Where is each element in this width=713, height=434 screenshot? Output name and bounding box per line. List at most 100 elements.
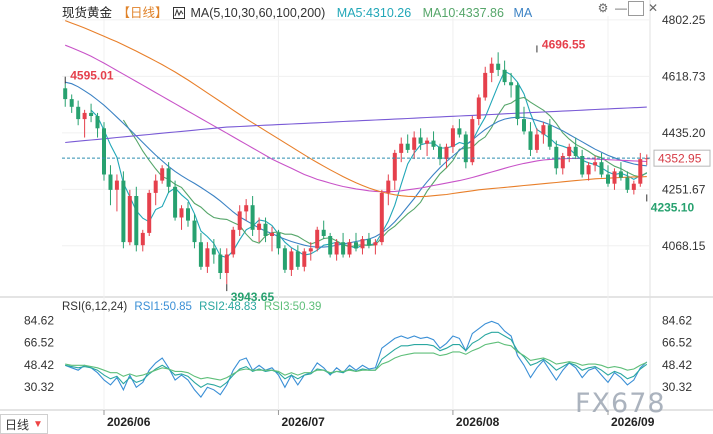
candle-body: [554, 146, 559, 169]
rsi-tick-label-right: 66.52: [662, 336, 692, 350]
candle-body: [140, 232, 145, 246]
rsi-tick-label-right: 48.42: [662, 358, 692, 372]
candle-body: [470, 119, 475, 163]
candle-body: [166, 168, 171, 187]
candle-body: [644, 158, 649, 160]
rsi-tick-label-left: 30.32: [24, 380, 54, 394]
candle-body: [114, 180, 119, 190]
candle-body: [418, 137, 423, 144]
candle-body: [457, 128, 462, 135]
watermark: FX678: [575, 388, 666, 419]
price-annotations: 4696.55 4595.01 3943.65 4235.10: [64, 37, 694, 304]
price-tick-label: 4435.20: [662, 126, 706, 140]
chart-legend: 现货黄金 【日线】 MA(5,10,30,60,100,200) MA5:431…: [62, 2, 534, 21]
candle-body: [625, 177, 630, 190]
candle-body: [334, 242, 339, 255]
candle-body: [392, 152, 397, 181]
candle-body: [270, 232, 274, 236]
candle-body: [489, 63, 494, 73]
candle-body: [186, 208, 190, 221]
candle-body: [160, 168, 165, 181]
series-rsi3-line: [65, 341, 648, 381]
candle-body: [515, 85, 520, 119]
candle-body: [315, 229, 320, 249]
candle-body: [231, 229, 236, 255]
candle-body: [528, 131, 533, 150]
rsi-tick-label-left: 48.42: [24, 358, 54, 372]
candle-body: [308, 248, 313, 252]
price-tick-label: 4802.25: [662, 13, 706, 27]
price-tick-label: 4251.67: [662, 182, 706, 196]
candle-body: [509, 82, 514, 86]
square-icon[interactable]: [628, 1, 644, 16]
rsi-tick-label-right: 30.32: [662, 380, 692, 394]
candle-body: [328, 236, 333, 255]
candle-body: [276, 232, 281, 249]
candle-body: [347, 242, 352, 255]
candle-body: [295, 251, 300, 267]
candle-body: [547, 125, 552, 147]
candle-body: [257, 223, 262, 230]
candle-body: [502, 69, 507, 83]
candle-body: [593, 162, 598, 166]
candle-body: [399, 143, 404, 153]
candle-body: [412, 137, 417, 150]
gear-icon[interactable]: ⚙: [597, 1, 609, 15]
candle-body: [405, 143, 410, 150]
candle-body: [373, 242, 378, 246]
close-icon[interactable]: ✕: [647, 1, 659, 15]
period-label[interactable]: 【日线】: [117, 6, 168, 20]
candle-body: [431, 140, 436, 147]
candle-body: [522, 119, 526, 132]
candle-body: [354, 242, 358, 249]
series-ma100-line: [65, 20, 647, 198]
candle-body: [302, 251, 307, 267]
minus-icon[interactable]: —: [615, 1, 627, 15]
candle-body: [541, 125, 546, 135]
price-tick-label: 4618.73: [662, 69, 706, 83]
candle-body: [82, 112, 87, 120]
candle-body: [606, 174, 610, 184]
caret-down-icon: ▼: [33, 418, 43, 430]
candle-body: [224, 254, 229, 273]
period-tab[interactable]: 日线 ▼: [0, 414, 48, 434]
rsi-tick-label-left: 66.52: [24, 336, 54, 350]
candle-body: [211, 248, 216, 255]
rsi2-value: RSI2:48.83: [199, 301, 257, 313]
ma5-value: MA5:4310.26: [336, 6, 412, 20]
moving-average-lines: [65, 20, 648, 259]
ma-params-label[interactable]: MA(5,10,30,60,100,200): [190, 6, 326, 20]
rsi-tick-label-right: 84.62: [662, 314, 692, 328]
candlestick-series: [63, 52, 649, 284]
ma-more-label: MA: [513, 6, 533, 20]
candle-body: [205, 248, 210, 267]
current-price-tag: [653, 149, 711, 167]
candle-body: [108, 174, 113, 190]
candle-body: [360, 239, 365, 249]
candle-body: [341, 242, 346, 255]
grid: [0, 0, 713, 411]
candle-body: [153, 180, 158, 193]
square-wave-icon[interactable]: [173, 7, 185, 19]
series-rsi1-line: [65, 320, 648, 399]
price-tick-label: 4068.15: [662, 239, 706, 253]
candle-body: [444, 146, 449, 160]
ma10-value: MA10:4337.86: [422, 6, 504, 20]
low-annotation: 3943.65: [231, 290, 275, 304]
date-tick-label: 2026/06: [107, 415, 151, 429]
rsi-params-label: RSI(6,12,24): [62, 301, 128, 313]
candle-body: [76, 106, 81, 120]
date-axis: 2026/06 2026/07 2026/08 2026/09: [103, 410, 655, 429]
candle-body: [631, 183, 636, 190]
current-price-line: 4352.95: [62, 149, 711, 167]
candle-body: [573, 146, 578, 156]
candle-body: [127, 196, 132, 243]
candle-body: [173, 186, 178, 218]
date-tick-label: 2026/07: [281, 415, 325, 429]
candle-body: [476, 97, 481, 119]
candle-body: [612, 171, 617, 184]
candle-body: [599, 162, 604, 175]
rsi1-value: RSI1:50.85: [134, 301, 192, 313]
candle-body: [450, 128, 455, 147]
